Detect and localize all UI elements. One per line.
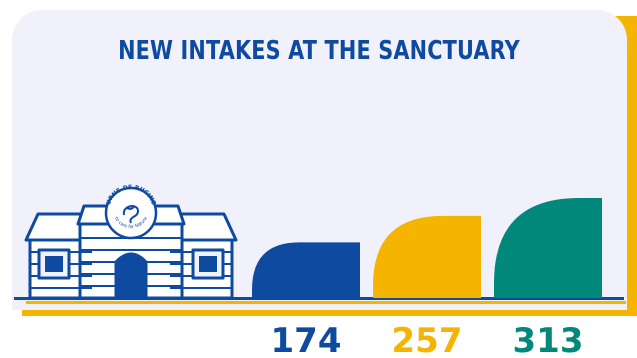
value-label-1: 174 [271, 321, 342, 358]
chart-title: NEW INTAKES AT THE SANCTUARY [118, 36, 520, 66]
value-label-3: 313 [513, 321, 584, 358]
sanctuary-building-icon [24, 186, 238, 300]
ground-line [14, 297, 624, 300]
bar-2 [373, 215, 481, 298]
bars-layer [252, 198, 602, 298]
bar-3 [494, 198, 602, 298]
ground-line-shadow [26, 301, 626, 304]
bar-1 [252, 242, 360, 298]
value-label-2: 257 [392, 321, 463, 358]
value-labels-layer: 174 257 313 [271, 321, 584, 358]
